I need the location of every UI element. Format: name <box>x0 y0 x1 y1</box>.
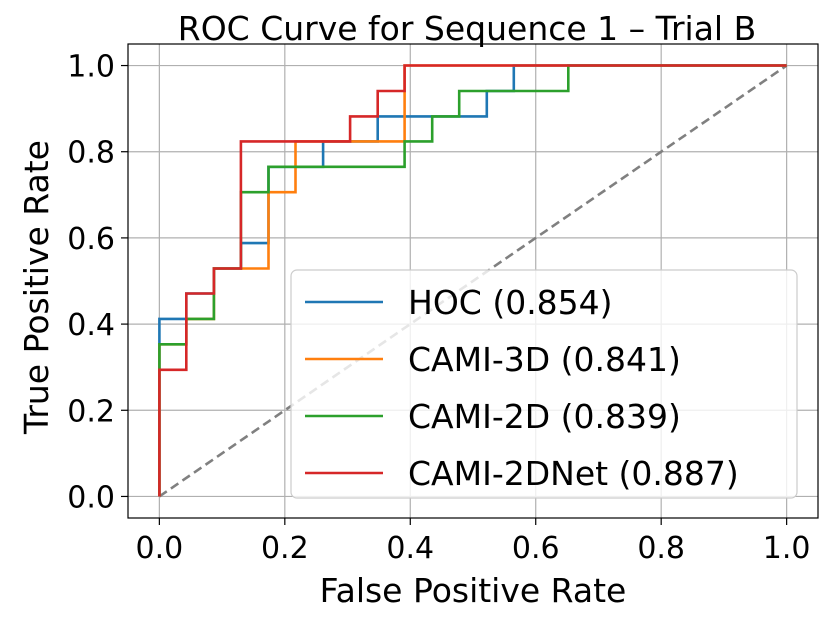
y-tick-label-4: 0.8 <box>67 136 115 171</box>
y-axis-label: True Positive Rate <box>17 140 56 435</box>
x-tick-label-3: 0.6 <box>512 531 560 566</box>
y-tick-label-3: 0.6 <box>67 222 115 257</box>
legend-label-1: CAMI-3D (0.841) <box>408 340 681 379</box>
legend-label-3: CAMI-2DNet (0.887) <box>408 454 739 493</box>
x-tick-label-5: 1.0 <box>763 531 811 566</box>
y-tick-label-0: 0.0 <box>67 480 115 515</box>
x-tick-label-2: 0.4 <box>386 531 434 566</box>
y-tick-label-2: 0.4 <box>67 308 115 343</box>
x-axis-label: False Positive Rate <box>320 571 627 610</box>
chart-title: ROC Curve for Sequence 1 – Trial B <box>178 9 756 48</box>
series-lines <box>158 64 787 497</box>
legend-label-2: CAMI-2D (0.839) <box>408 397 681 436</box>
plot-frame <box>127 43 819 519</box>
x-tick-label-0: 0.0 <box>136 531 184 566</box>
legend: HOC (0.854) CAMI-3D (0.841) CAMI-2D (0.839… <box>290 269 798 499</box>
series-line-3 <box>158 64 787 497</box>
y-tick-label-1: 0.2 <box>67 394 115 429</box>
y-axis-ticks: 0.0 0.2 0.4 0.6 0.8 1.0 <box>67 50 128 515</box>
x-tick-label-4: 0.8 <box>637 531 685 566</box>
legend-label-0: HOC (0.854) <box>408 283 613 322</box>
legend-box <box>290 269 798 499</box>
y-tick-label-5: 1.0 <box>67 50 115 85</box>
x-axis-ticks: 0.0 0.2 0.4 0.6 0.8 1.0 <box>136 518 811 566</box>
x-tick-label-1: 0.2 <box>261 531 309 566</box>
